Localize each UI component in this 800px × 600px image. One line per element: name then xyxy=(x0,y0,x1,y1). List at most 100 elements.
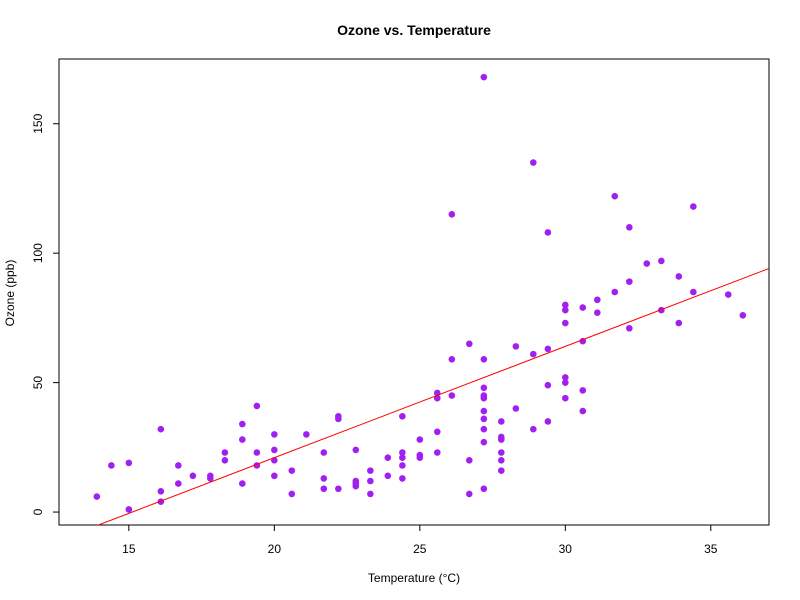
data-point xyxy=(480,425,488,433)
data-point xyxy=(611,288,619,296)
data-point xyxy=(497,449,505,456)
data-point xyxy=(157,488,165,495)
data-point xyxy=(399,462,406,469)
data-point xyxy=(480,415,488,423)
x-tick-label: 15 xyxy=(122,542,136,556)
data-point xyxy=(626,223,633,231)
data-point xyxy=(690,203,697,210)
data-point xyxy=(335,415,342,423)
data-point xyxy=(320,485,328,493)
data-point xyxy=(594,309,601,317)
data-point xyxy=(352,482,360,490)
y-tick-label: 0 xyxy=(31,508,45,515)
plot-area: 15 20 25 30 35 0 50 100 150 xyxy=(31,58,770,556)
data-point xyxy=(611,192,619,200)
x-tick-label: 25 xyxy=(413,542,427,556)
data-point xyxy=(465,490,473,498)
data-point xyxy=(497,436,505,443)
data-point xyxy=(658,257,665,265)
data-point xyxy=(480,356,488,363)
data-point xyxy=(626,324,633,332)
data-point xyxy=(480,407,488,415)
data-point xyxy=(448,356,456,363)
data-point xyxy=(562,394,569,402)
data-point xyxy=(416,436,424,443)
data-point xyxy=(175,480,182,487)
data-point xyxy=(579,304,587,311)
data-point xyxy=(544,418,552,425)
data-point xyxy=(544,345,552,353)
data-point xyxy=(399,454,406,461)
data-point xyxy=(739,312,747,319)
data-point xyxy=(239,480,246,487)
data-point xyxy=(579,407,587,415)
data-point xyxy=(433,428,441,436)
data-point xyxy=(93,493,101,500)
data-point xyxy=(303,431,310,438)
data-point xyxy=(562,301,569,309)
data-point xyxy=(367,490,374,498)
y-tick-label: 100 xyxy=(31,243,45,263)
y-axis-label: Ozone (ppb) xyxy=(3,260,17,327)
x-tick-label: 30 xyxy=(559,542,573,556)
data-point xyxy=(352,446,360,454)
chart-title: Ozone vs. Temperature xyxy=(337,22,491,38)
data-point xyxy=(399,475,406,482)
data-point xyxy=(448,392,456,399)
data-point xyxy=(320,475,328,482)
data-point xyxy=(207,472,214,480)
x-tick-label: 35 xyxy=(704,542,718,556)
data-point xyxy=(221,456,229,464)
data-point xyxy=(562,306,569,314)
data-point xyxy=(530,159,537,166)
data-point xyxy=(125,459,133,467)
data-point xyxy=(512,343,520,350)
data-point xyxy=(562,379,569,386)
data-point xyxy=(367,477,374,485)
data-point xyxy=(480,384,488,392)
data-point xyxy=(675,319,683,327)
data-point xyxy=(125,506,133,513)
plot-frame xyxy=(58,58,770,526)
data-point xyxy=(579,387,587,394)
data-point xyxy=(271,472,278,480)
data-point xyxy=(239,436,246,443)
data-point xyxy=(530,350,537,358)
data-point xyxy=(416,454,424,461)
data-point xyxy=(512,405,520,412)
data-point xyxy=(384,454,392,461)
data-point xyxy=(175,462,182,469)
data-point xyxy=(544,381,552,389)
data-point xyxy=(288,467,296,474)
data-point xyxy=(399,449,406,456)
data-point xyxy=(253,449,261,456)
y-tick-label: 150 xyxy=(31,113,45,133)
data-point xyxy=(433,449,441,456)
data-point xyxy=(594,296,601,304)
data-point xyxy=(530,425,537,433)
data-point xyxy=(544,229,552,236)
data-point xyxy=(221,449,229,456)
data-point xyxy=(480,485,488,493)
x-tick-label: 20 xyxy=(268,542,282,556)
data-point xyxy=(562,374,569,381)
data-point xyxy=(480,73,488,81)
data-point xyxy=(253,402,261,410)
data-point xyxy=(239,420,246,428)
data-point xyxy=(384,472,392,480)
regression-line xyxy=(96,267,769,525)
data-point xyxy=(690,288,697,296)
data-point xyxy=(643,260,651,267)
data-point xyxy=(189,472,197,480)
data-point xyxy=(271,431,278,438)
data-point xyxy=(480,438,488,446)
data-point xyxy=(675,273,683,280)
data-point xyxy=(497,467,505,474)
data-point xyxy=(724,291,732,298)
data-point xyxy=(367,467,374,474)
data-point xyxy=(157,425,165,433)
y-tick-label: 50 xyxy=(31,376,45,390)
data-point xyxy=(288,490,296,498)
data-point xyxy=(497,418,505,425)
